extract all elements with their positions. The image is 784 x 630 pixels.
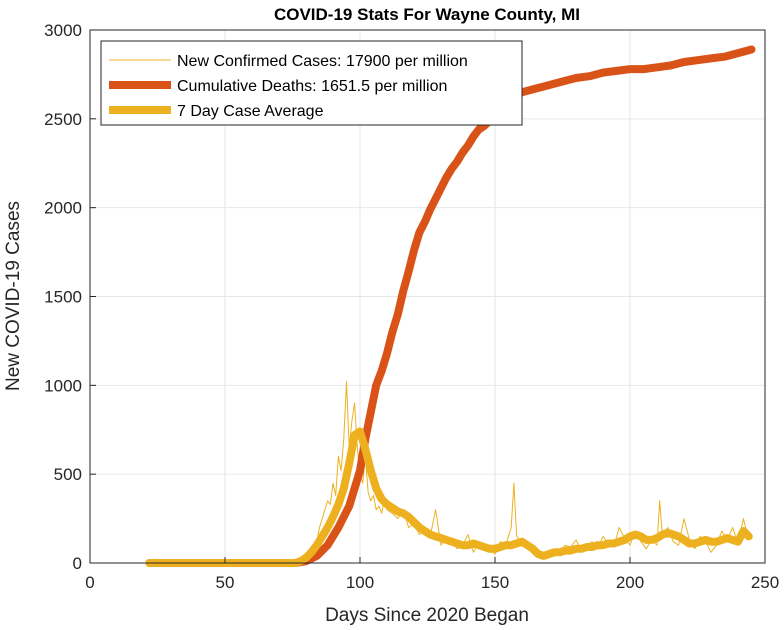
legend: New Confirmed Cases: 17900 per million Cu… [100, 40, 523, 126]
y-tick-label: 3000 [44, 21, 82, 40]
x-tick-label: 50 [216, 573, 235, 592]
chart-title: COVID-19 Stats For Wayne County, MI [274, 5, 580, 24]
series-line-2 [145, 427, 753, 567]
x-tick-label: 150 [481, 573, 509, 592]
y-axis-label: New COVID-19 Cases [3, 201, 24, 391]
y-tick-label: 1000 [44, 376, 82, 395]
x-axis-label: Days Since 2020 Began [325, 605, 529, 626]
y-tick-label: 2000 [44, 199, 82, 218]
series-line-1 [145, 45, 756, 567]
series-layer [145, 45, 756, 567]
legend-label-1: Cumulative Deaths: 1651.5 per million [177, 78, 447, 95]
legend-label-0: New Confirmed Cases: 17900 per million [177, 53, 468, 70]
y-tick-label: 500 [54, 465, 82, 484]
x-axis: 0 50 100 150 200 250 [85, 557, 779, 592]
x-tick-label: 250 [751, 573, 779, 592]
y-tick-label: 2500 [44, 110, 82, 129]
legend-label-2: 7 Day Case Average [177, 103, 324, 120]
y-axis: 0 500 1000 1500 2000 2500 3000 [44, 21, 96, 573]
x-tick-label: 200 [616, 573, 644, 592]
x-tick-label: 100 [346, 573, 374, 592]
x-tick-label: 0 [85, 573, 94, 592]
y-tick-label: 1500 [44, 288, 82, 307]
legend-box [100, 40, 523, 126]
y-tick-label: 0 [73, 554, 82, 573]
